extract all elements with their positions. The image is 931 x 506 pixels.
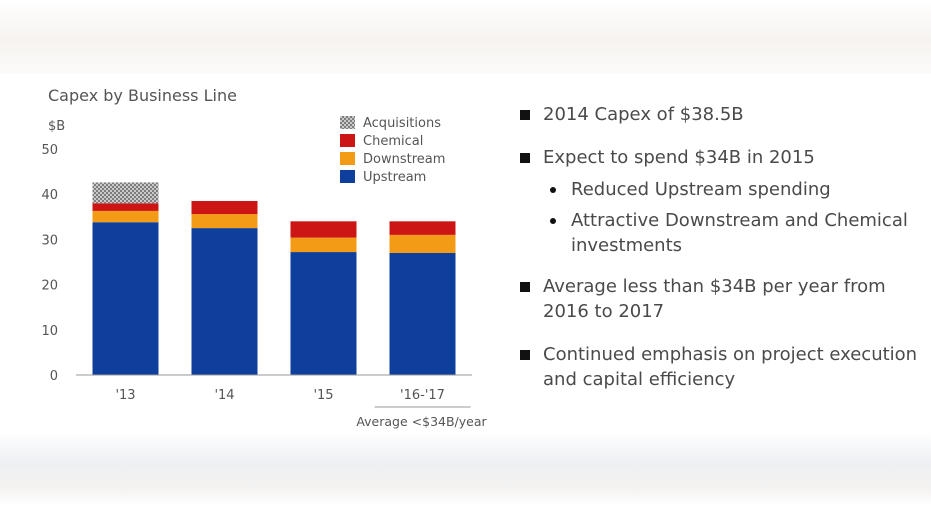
bullet-text: 2014 Capex of $38.5B bbox=[543, 104, 744, 125]
bullet-item: 2014 Capex of $38.5B bbox=[520, 102, 925, 127]
bullet-text: Continued emphasis on project execution … bbox=[543, 344, 918, 390]
bullet-item: Average less than $34B per year from 201… bbox=[520, 274, 925, 324]
y-tick-label: 50 bbox=[41, 143, 58, 158]
legend-swatch-upstream bbox=[340, 170, 355, 183]
y-tick-label: 20 bbox=[41, 279, 58, 294]
bar-segment-downstream bbox=[92, 210, 159, 223]
y-axis-unit-label: $B bbox=[48, 119, 65, 134]
bullet-text: Average less than $34B per year from 201… bbox=[543, 276, 886, 322]
blurred-background-top bbox=[0, 0, 931, 74]
y-tick-label: 10 bbox=[41, 324, 58, 339]
bar-segment-upstream bbox=[92, 222, 159, 375]
x-tick-label: '13 bbox=[115, 388, 135, 403]
bullet-list: 2014 Capex of $38.5B Expect to spend $34B… bbox=[520, 102, 925, 392]
bullet-text: Expect to spend $34B in 2015 bbox=[543, 147, 815, 168]
bullet-dot-icon bbox=[550, 187, 556, 193]
bar-segment-chemical bbox=[389, 221, 456, 235]
legend-swatch-downstream bbox=[340, 152, 355, 165]
bar-segment-downstream bbox=[290, 237, 357, 253]
bar-segment-upstream bbox=[290, 252, 357, 375]
annotation-text: Average <$34B/year bbox=[356, 414, 487, 429]
bullet-item: Continued emphasis on project execution … bbox=[520, 342, 925, 392]
slide: Capex by Business Line $B 0 10 20 30 40 50 '1… bbox=[0, 74, 931, 432]
legend-label: Acquisitions bbox=[363, 116, 441, 131]
chart-title: Capex by Business Line bbox=[48, 86, 237, 105]
y-tick-label: 30 bbox=[41, 233, 58, 248]
legend-label: Downstream bbox=[363, 152, 445, 167]
bar-segment-chemical bbox=[191, 200, 258, 215]
bar-segment-acquisitions bbox=[92, 182, 159, 204]
legend-label: Chemical bbox=[363, 134, 423, 149]
legend-swatch-chemical bbox=[340, 134, 355, 147]
bar-segment-chemical bbox=[290, 221, 357, 238]
bar-segment-downstream bbox=[389, 234, 456, 253]
bullet-square-icon bbox=[520, 350, 530, 360]
sub-bullet-text: Reduced Upstream spending bbox=[571, 179, 831, 200]
bar-segment-chemical bbox=[92, 203, 159, 211]
bullet-square-icon bbox=[520, 110, 530, 120]
bar-segment-downstream bbox=[191, 214, 258, 229]
bullet-item: Expect to spend $34B in 2015 bbox=[520, 145, 925, 170]
bar-segment-upstream bbox=[191, 228, 258, 375]
capex-chart: $B 0 10 20 30 40 50 '13 '14 '15 '16-'17 Acquisit… bbox=[41, 116, 488, 429]
blurred-background-bottom bbox=[0, 432, 931, 506]
x-tick-label: '14 bbox=[214, 388, 234, 403]
sub-bullet-item: Reduced Upstream spending bbox=[520, 177, 925, 202]
x-tick-label: '15 bbox=[313, 388, 333, 403]
bar-segment-upstream bbox=[389, 252, 456, 375]
sub-bullet-item: Attractive Downstream and Chemical inves… bbox=[520, 208, 925, 258]
y-tick-label: 0 bbox=[50, 369, 58, 384]
legend-label: Upstream bbox=[363, 170, 426, 185]
legend-swatch-acquisitions bbox=[340, 116, 355, 129]
sub-bullet-text: Attractive Downstream and Chemical inves… bbox=[571, 210, 908, 256]
bullet-square-icon bbox=[520, 282, 530, 292]
y-tick-label: 40 bbox=[41, 188, 58, 203]
x-tick-label: '16-'17 bbox=[400, 388, 445, 403]
bullet-dot-icon bbox=[550, 218, 556, 224]
bullet-square-icon bbox=[520, 153, 530, 163]
